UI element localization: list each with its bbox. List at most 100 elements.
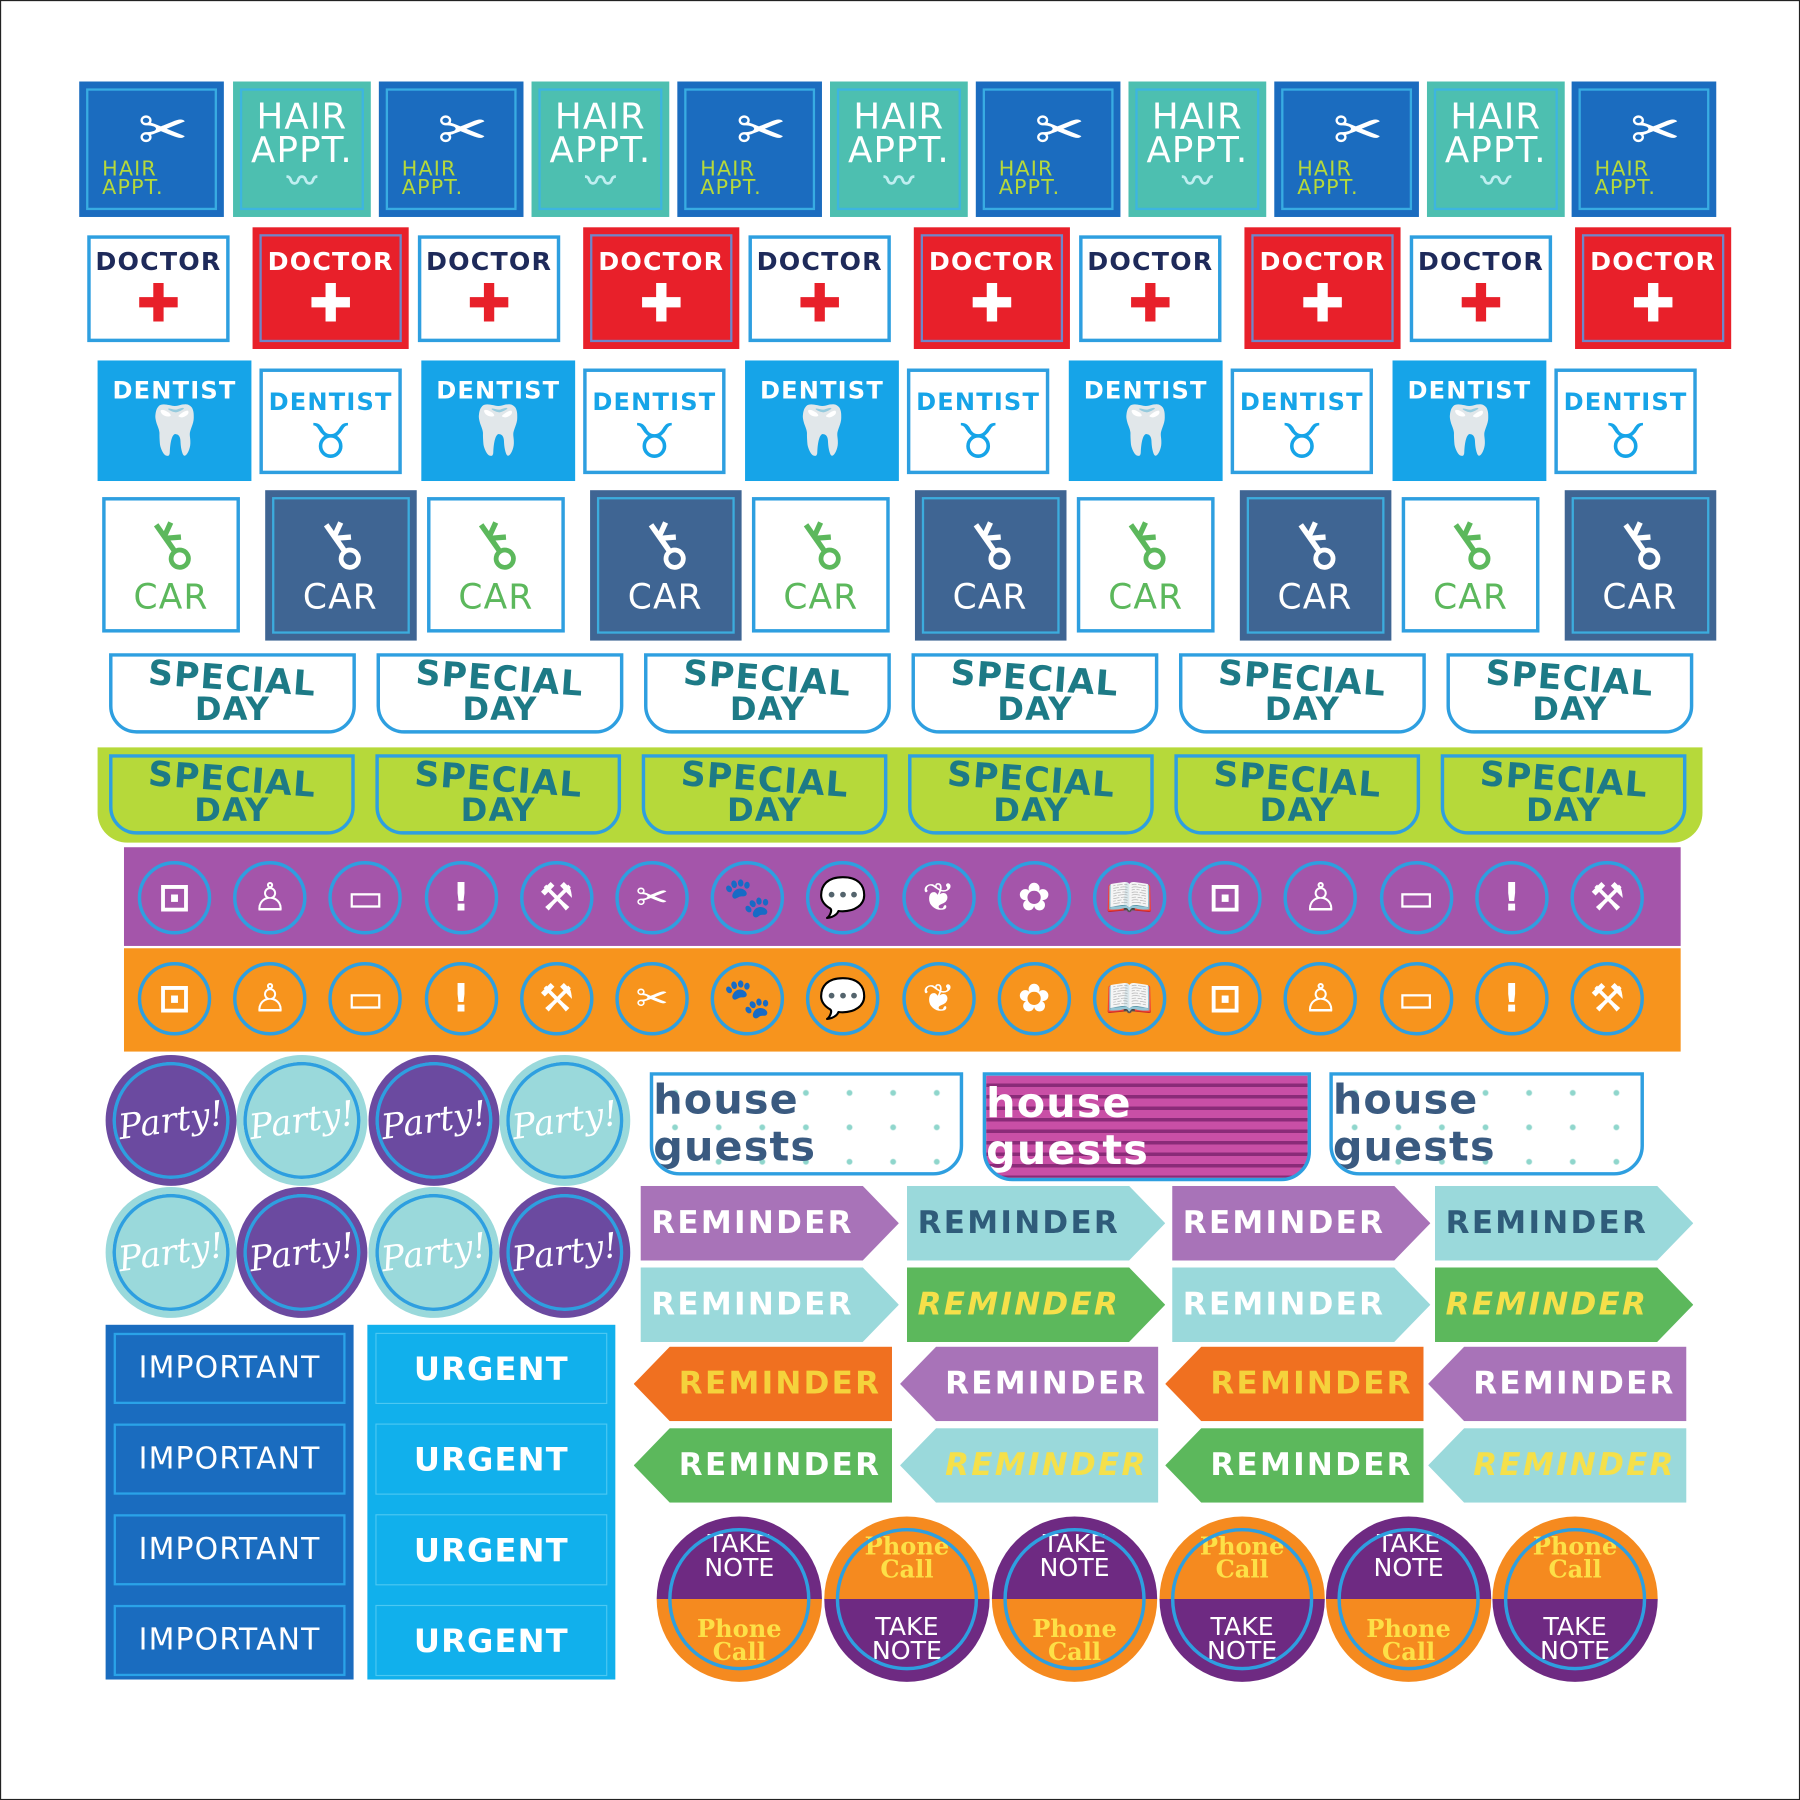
dentist-sticker[interactable]: DENTIST ♉ <box>1230 368 1374 475</box>
doctor-sticker[interactable]: DOCTOR ✚ <box>1575 227 1732 349</box>
doctor-sticker[interactable]: DOCTOR ✚ <box>1244 227 1401 349</box>
dentist-sticker[interactable]: DENTIST 🦷 <box>1068 360 1223 482</box>
icon-circle-sticker[interactable]: ⊡ <box>137 861 212 935</box>
doctor-sticker[interactable]: DOCTOR ✚ <box>913 227 1070 349</box>
take-note-phone-call-sticker[interactable]: TAKE NOTE Phone Call <box>991 1516 1158 1682</box>
reminder-sticker[interactable]: REMINDER <box>1172 1185 1431 1261</box>
car-sticker[interactable]: ⚷ CAR <box>751 497 890 633</box>
icon-circle-sticker[interactable]: ⚒ <box>519 861 594 935</box>
hair-appt-sticker[interactable]: HAIR APPT. 〰 <box>531 81 670 217</box>
doctor-sticker[interactable]: DOCTOR ✚ <box>252 227 409 349</box>
special-day-sticker[interactable]: SPECIAL DAY <box>641 754 888 835</box>
icon-circle-sticker[interactable]: ⚒ <box>1570 861 1644 935</box>
hair-appt-sticker[interactable]: ✂ HAIR APPT. <box>975 81 1121 217</box>
dentist-sticker[interactable]: DENTIST 🦷 <box>421 360 576 482</box>
reminder-sticker[interactable]: REMINDER <box>1428 1428 1687 1503</box>
take-note-phone-call-sticker[interactable]: Phone Call TAKE NOTE <box>824 1516 990 1682</box>
icon-circle-sticker[interactable]: ⊡ <box>137 962 212 1036</box>
doctor-sticker[interactable]: DOCTOR ✚ <box>1079 235 1222 343</box>
hair-appt-sticker[interactable]: HAIR APPT. 〰 <box>830 81 968 217</box>
car-sticker[interactable]: ⚷ CAR <box>264 490 417 641</box>
party-sticker[interactable]: Party! <box>360 1046 508 1195</box>
reminder-sticker[interactable]: REMINDER <box>633 1428 892 1503</box>
dentist-sticker[interactable]: DENTIST ♉ <box>906 368 1050 475</box>
icon-circle-sticker[interactable]: 💬 <box>806 962 880 1036</box>
urgent-sticker[interactable]: URGENT <box>375 1604 608 1677</box>
reminder-sticker[interactable]: REMINDER <box>640 1267 899 1343</box>
icon-circle-sticker[interactable]: 📖 <box>1092 861 1167 935</box>
car-sticker[interactable]: ⚷ CAR <box>1564 490 1716 641</box>
reminder-sticker[interactable]: REMINDER <box>1428 1346 1687 1422</box>
icon-circle-sticker[interactable]: ! <box>1474 962 1549 1036</box>
icon-circle-sticker[interactable]: ❦ <box>901 962 976 1036</box>
dentist-sticker[interactable]: DENTIST 🦷 <box>97 360 252 482</box>
icon-circle-sticker[interactable]: ⊡ <box>1188 861 1262 935</box>
icon-circle-sticker[interactable]: ⊡ <box>1188 962 1262 1036</box>
urgent-sticker[interactable]: URGENT <box>375 1514 608 1586</box>
reminder-sticker[interactable]: REMINDER <box>1165 1346 1424 1422</box>
car-sticker[interactable]: ⚷ CAR <box>589 490 742 641</box>
car-sticker[interactable]: ⚷ CAR <box>1239 490 1391 641</box>
dentist-sticker[interactable]: DENTIST ♉ <box>259 368 402 475</box>
important-sticker[interactable]: IMPORTANT <box>113 1423 346 1495</box>
icon-circle-sticker[interactable]: ! <box>424 861 498 935</box>
icon-circle-sticker[interactable]: ▭ <box>328 861 403 935</box>
special-day-sticker[interactable]: SPECIAL DAY <box>376 653 624 734</box>
icon-circle-sticker[interactable]: ⚒ <box>519 962 594 1036</box>
car-sticker[interactable]: ⚷ CAR <box>427 497 565 633</box>
special-day-sticker[interactable]: SPECIAL DAY <box>1446 653 1694 734</box>
important-sticker[interactable]: IMPORTANT <box>113 1514 346 1586</box>
party-sticker[interactable]: Party! <box>360 1178 508 1327</box>
party-sticker[interactable]: Party! <box>490 1046 639 1195</box>
special-day-sticker[interactable]: SPECIAL DAY <box>644 653 891 734</box>
reminder-sticker[interactable]: REMINDER <box>1435 1267 1694 1343</box>
car-sticker[interactable]: ⚷ CAR <box>1076 497 1215 633</box>
reminder-sticker[interactable]: REMINDER <box>906 1267 1166 1343</box>
take-note-phone-call-sticker[interactable]: TAKE NOTE Phone Call <box>656 1516 822 1682</box>
important-sticker[interactable]: IMPORTANT <box>113 1604 346 1677</box>
icon-circle-sticker[interactable]: ▭ <box>1379 861 1453 935</box>
reminder-sticker[interactable]: REMINDER <box>1172 1267 1431 1343</box>
icon-circle-sticker[interactable]: 💬 <box>806 861 880 935</box>
party-sticker[interactable]: Party! <box>97 1178 245 1327</box>
urgent-sticker[interactable]: URGENT <box>375 1332 608 1405</box>
icon-circle-sticker[interactable]: ✿ <box>997 962 1071 1036</box>
take-note-phone-call-sticker[interactable]: Phone Call TAKE NOTE <box>1159 1516 1325 1682</box>
special-day-sticker[interactable]: SPECIAL DAY <box>908 754 1154 835</box>
reminder-sticker[interactable]: REMINDER <box>1165 1428 1424 1503</box>
icon-circle-sticker[interactable]: ♙ <box>233 861 307 935</box>
urgent-sticker[interactable]: URGENT <box>375 1423 608 1495</box>
car-sticker[interactable]: ⚷ CAR <box>1401 497 1540 633</box>
reminder-sticker[interactable]: REMINDER <box>640 1185 899 1261</box>
doctor-sticker[interactable]: DOCTOR ✚ <box>1409 235 1553 343</box>
icon-circle-sticker[interactable]: ♙ <box>1283 962 1358 1036</box>
take-note-phone-call-sticker[interactable]: Phone Call TAKE NOTE <box>1492 1516 1658 1682</box>
reminder-sticker[interactable]: REMINDER <box>900 1428 1159 1503</box>
special-day-sticker[interactable]: SPECIAL DAY <box>911 653 1159 734</box>
doctor-sticker[interactable]: DOCTOR ✚ <box>583 227 740 349</box>
house-guests-sticker[interactable]: house guests <box>982 1072 1312 1182</box>
reminder-sticker[interactable]: REMINDER <box>633 1346 892 1422</box>
hair-appt-sticker[interactable]: ✂ HAIR APPT. <box>1571 81 1717 217</box>
house-guests-sticker[interactable]: house guests <box>649 1072 964 1176</box>
special-day-sticker[interactable]: SPECIAL DAY <box>1178 653 1426 734</box>
hair-appt-sticker[interactable]: HAIR APPT. 〰 <box>233 81 371 217</box>
house-guests-sticker[interactable]: house guests <box>1329 1072 1644 1176</box>
hair-appt-sticker[interactable]: HAIR APPT. 〰 <box>1128 81 1267 217</box>
special-day-sticker[interactable]: SPECIAL DAY <box>109 754 355 835</box>
icon-circle-sticker[interactable]: ♙ <box>1283 861 1358 935</box>
icon-circle-sticker[interactable]: ❦ <box>901 861 976 935</box>
party-sticker[interactable]: Party! <box>228 1046 376 1195</box>
car-sticker[interactable]: ⚷ CAR <box>102 497 240 633</box>
icon-circle-sticker[interactable]: ✂ <box>615 962 689 1036</box>
car-sticker[interactable]: ⚷ CAR <box>914 490 1066 641</box>
icon-circle-sticker[interactable]: 📖 <box>1092 962 1167 1036</box>
dentist-sticker[interactable]: DENTIST ♉ <box>583 368 726 475</box>
party-sticker[interactable]: Party! <box>228 1178 376 1327</box>
reminder-sticker[interactable]: REMINDER <box>900 1346 1159 1422</box>
reminder-sticker[interactable]: REMINDER <box>906 1185 1166 1261</box>
icon-circle-sticker[interactable]: ✿ <box>997 861 1071 935</box>
icon-circle-sticker[interactable]: ⚒ <box>1570 962 1644 1036</box>
important-sticker[interactable]: IMPORTANT <box>113 1332 346 1405</box>
hair-appt-sticker[interactable]: ✂ HAIR APPT. <box>378 81 524 217</box>
